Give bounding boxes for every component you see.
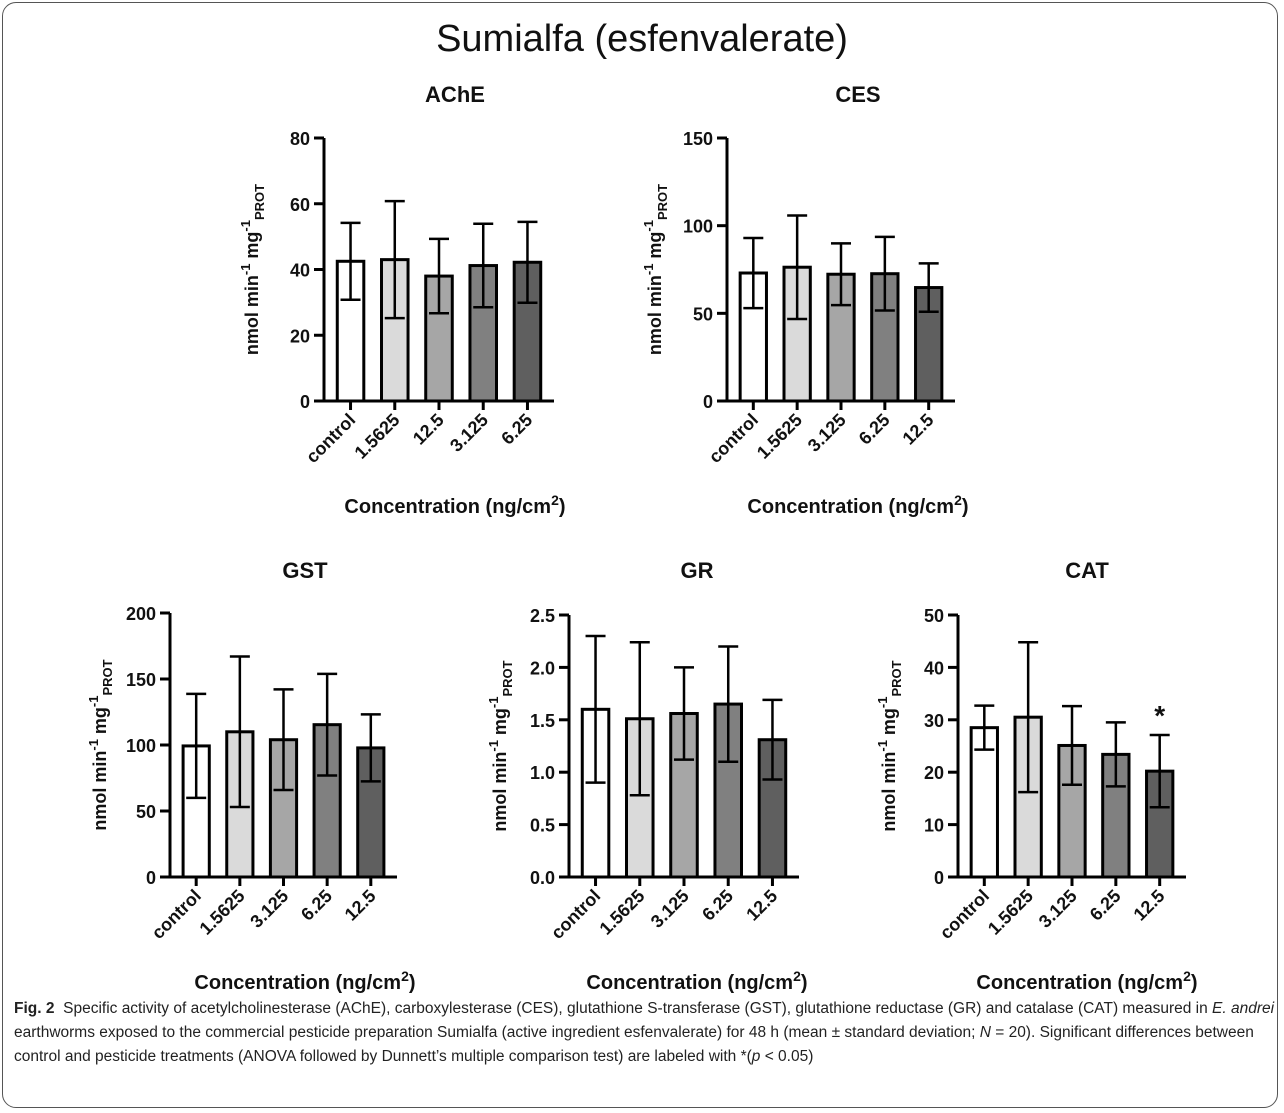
x-tick-label: 6.25 [698, 886, 737, 925]
chart-title: GST [282, 558, 328, 583]
x-tick-label: 3.125 [446, 410, 492, 456]
y-tick-label: 2.5 [530, 606, 555, 626]
x-tick-label: 12.5 [409, 410, 448, 449]
caption-n-symbol: N [979, 1024, 991, 1041]
y-tick-label: 2.0 [530, 658, 555, 678]
y-axis-label: nmol min-1 mg-1PROT [86, 659, 115, 830]
x-tick-label: control [547, 886, 604, 943]
x-tick-label: control [148, 886, 205, 943]
y-tick-label: 40 [290, 261, 310, 281]
y-tick-label: 50 [693, 304, 713, 324]
x-tick-label: 1.5625 [753, 410, 806, 463]
y-tick-label: 100 [683, 217, 713, 237]
x-tick-label: 1.5625 [351, 410, 404, 463]
y-tick-label: 20 [290, 326, 310, 346]
y-tick-label: 0 [146, 868, 156, 888]
caption-text-1: Specific activity of acetylcholinesteras… [63, 1000, 1213, 1017]
y-tick-label: 50 [924, 606, 944, 626]
x-tick-label: 1.5625 [196, 886, 249, 939]
x-tick-label: 12.5 [1130, 886, 1169, 925]
caption-species: E. andrei [1212, 1000, 1275, 1017]
chart-cat: CAT 0 10 20 30 40 50 nmol min-1 mg-1PROT control… [875, 558, 1198, 994]
y-tick-label: 40 [924, 658, 944, 678]
y-tick-label: 200 [126, 604, 156, 624]
caption-text-3: = 20). Significant differences between c… [14, 1024, 1254, 1065]
chart-gst: GST 0 50 100 150 200 nmol min-1 mg-1PROT contro… [86, 558, 416, 994]
chart-title: AChE [425, 82, 485, 107]
x-tick-label: 6.25 [497, 410, 536, 449]
x-axis-label: Concentration (ng/cm2) [586, 968, 807, 994]
y-axis-label: nmol min-1 mg-1PROT [238, 184, 267, 355]
x-tick-label: 3.125 [1035, 886, 1081, 932]
chart-title: GR [681, 558, 714, 583]
x-axis-label: Concentration (ng/cm2) [194, 968, 415, 994]
caption-text-4: < 0.05) [760, 1048, 814, 1065]
y-tick-label: 20 [924, 763, 944, 783]
y-tick-label: 0 [703, 392, 713, 412]
y-axis-label: nmol min-1 mg-1PROT [641, 184, 670, 355]
x-tick-label: 1.5625 [984, 886, 1037, 939]
chart-title: CAT [1065, 558, 1109, 583]
x-tick-label: 12.5 [341, 886, 380, 925]
y-axis-label: nmol min-1 mg-1PROT [486, 660, 515, 831]
y-tick-label: 50 [136, 802, 156, 822]
figure-caption: Fig. 2 Specific activity of acetylcholin… [14, 997, 1276, 1069]
x-tick-label: 6.25 [855, 410, 894, 449]
x-tick-label: control [705, 410, 762, 467]
x-tick-label: 6.25 [297, 886, 336, 925]
chart-gr: GR 0.0 0.5 1.0 1.5 2.0 2.5 nmol min-1 mg-1PROT c… [486, 558, 808, 994]
figure-title: Sumialfa (esfenvalerate) [436, 18, 848, 60]
x-axis-label: Concentration (ng/cm2) [344, 492, 565, 518]
x-tick-label: 3.125 [246, 886, 292, 932]
caption-p-symbol: p [751, 1048, 761, 1065]
y-tick-label: 150 [683, 129, 713, 149]
y-tick-label: 60 [290, 195, 310, 215]
y-tick-label: 30 [924, 711, 944, 731]
chart-title: CES [835, 82, 880, 107]
x-tick-label: 3.125 [647, 886, 693, 932]
y-tick-label: 100 [126, 736, 156, 756]
y-axis-label: nmol min-1 mg-1PROT [875, 660, 904, 831]
y-tick-label: 1.0 [530, 763, 555, 783]
x-tick-label: 12.5 [742, 886, 781, 925]
x-tick-label: 12.5 [899, 410, 938, 449]
y-tick-label: 0 [300, 392, 310, 412]
y-tick-label: 80 [290, 129, 310, 149]
caption-text-2: earthworms exposed to the commercial pes… [14, 1024, 980, 1041]
x-tick-label: 1.5625 [596, 886, 649, 939]
y-tick-label: 0 [934, 868, 944, 888]
y-tick-label: 1.5 [530, 711, 555, 731]
chart-ces: CES 0 50 100 150 nmol min-1 mg-1PROT control1.… [641, 82, 969, 518]
y-tick-label: 0.5 [530, 816, 555, 836]
y-tick-label: 10 [924, 816, 944, 836]
y-tick-label: 150 [126, 670, 156, 690]
x-axis-label: Concentration (ng/cm2) [976, 968, 1197, 994]
x-tick-label: control [302, 410, 359, 467]
x-axis-label: Concentration (ng/cm2) [747, 492, 968, 518]
caption-label: Fig. 2 [14, 1000, 55, 1017]
y-tick-label: 0.0 [530, 868, 555, 888]
x-tick-label: control [936, 886, 993, 943]
x-tick-label: 3.125 [804, 410, 850, 456]
significance-marker: * [1154, 700, 1165, 731]
x-tick-label: 6.25 [1086, 886, 1125, 925]
